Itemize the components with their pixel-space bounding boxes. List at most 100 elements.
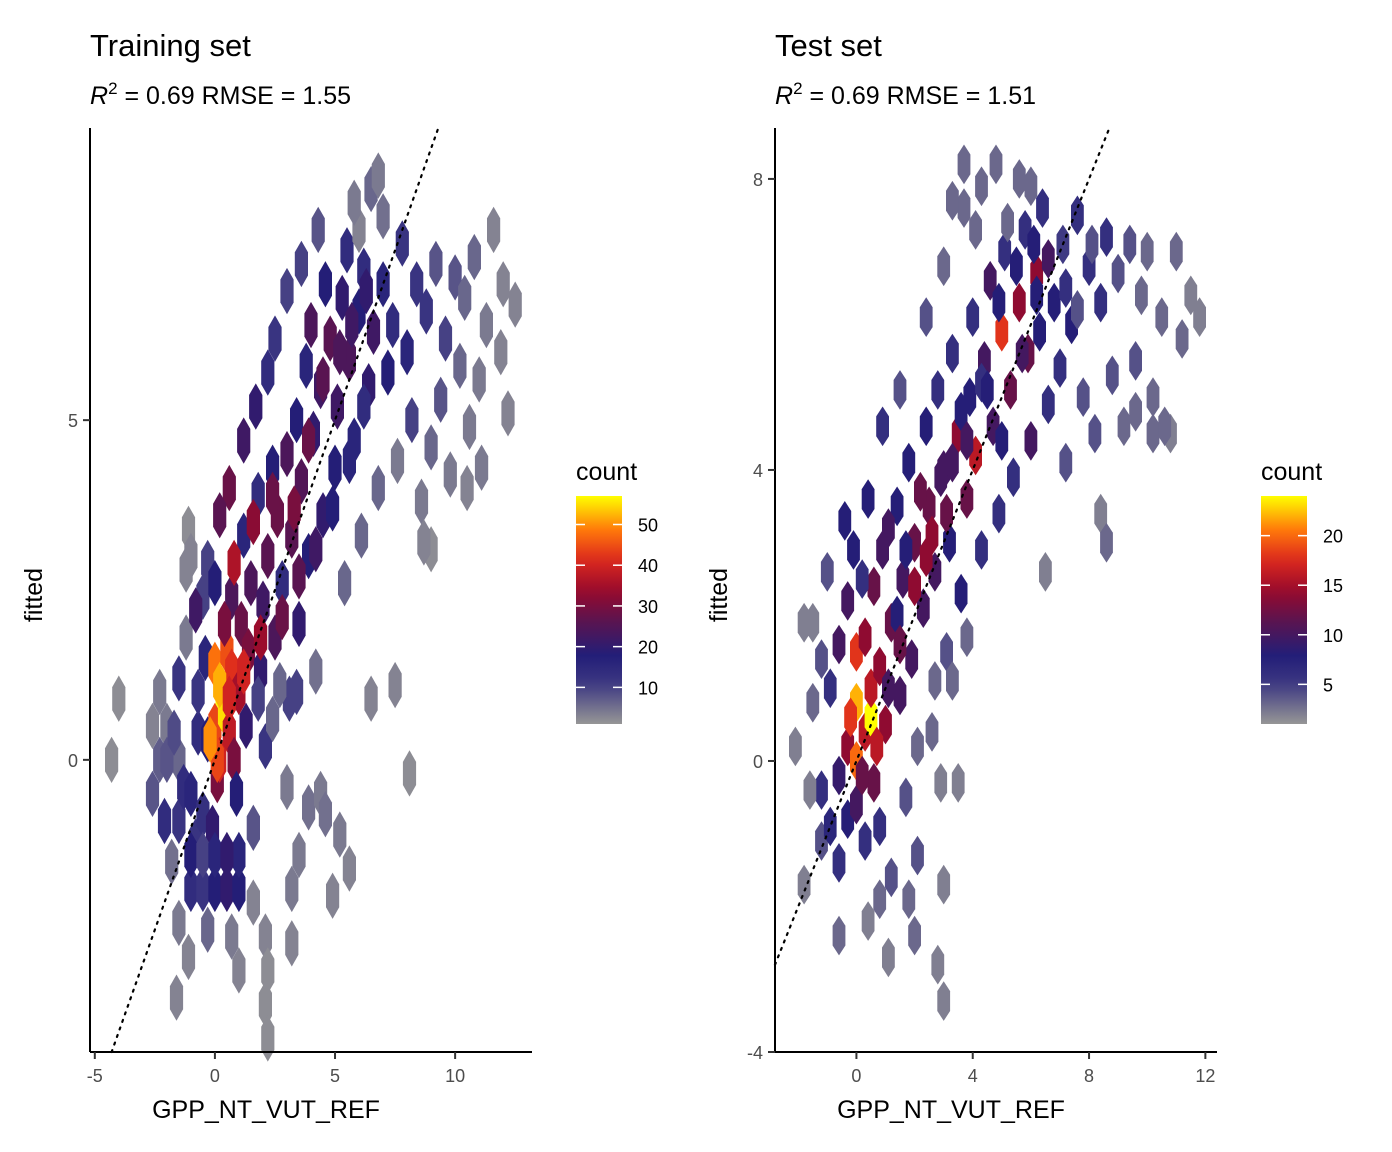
hexbin xyxy=(268,315,282,362)
hexbin xyxy=(1047,282,1061,323)
hexbin xyxy=(914,471,927,512)
hexbin xyxy=(184,532,198,580)
hexbin xyxy=(167,709,181,756)
hexbin xyxy=(937,246,951,287)
hexbin xyxy=(873,806,887,847)
hexbin xyxy=(487,206,501,254)
chart-title: Training set xyxy=(90,28,251,63)
y-tick-label: 0 xyxy=(753,752,763,772)
hexbin xyxy=(1024,166,1038,207)
hexbin xyxy=(335,274,349,321)
hexbin xyxy=(1105,355,1119,396)
hexbin xyxy=(290,668,304,716)
y-tick-label: 4 xyxy=(753,461,763,481)
hexbin xyxy=(424,424,438,471)
hexbin xyxy=(960,617,974,658)
hexbin xyxy=(1071,195,1084,236)
hexbin xyxy=(1059,268,1073,308)
hexbin xyxy=(1100,217,1113,257)
hexbin xyxy=(181,933,196,981)
hexbin xyxy=(402,750,417,797)
hexbin xyxy=(453,342,467,389)
hexbin xyxy=(975,166,988,207)
hexbin xyxy=(916,588,930,628)
hexbin xyxy=(911,835,924,876)
hexbin xyxy=(472,356,486,403)
hexbin xyxy=(208,831,222,879)
legend-tick-label: 50 xyxy=(638,516,658,536)
hexbin xyxy=(1030,275,1044,316)
hexbin xyxy=(479,301,493,349)
hexbin xyxy=(400,329,414,376)
hexbin xyxy=(501,390,515,437)
hexbin xyxy=(364,675,378,722)
hexbin xyxy=(931,944,945,985)
hexbin xyxy=(954,391,968,432)
hexbin xyxy=(222,464,236,512)
hexbin xyxy=(189,587,203,634)
hexbin xyxy=(172,899,186,947)
hexbin xyxy=(1135,275,1148,316)
hexbin xyxy=(184,831,198,879)
hexbin xyxy=(376,193,390,240)
hexbin xyxy=(232,947,246,994)
hexbin xyxy=(311,206,325,254)
hexbin xyxy=(908,915,921,956)
hexbin xyxy=(884,857,898,898)
x-tick-label: 5 xyxy=(330,1066,340,1086)
hexbin xyxy=(946,333,959,374)
hexbin xyxy=(145,702,160,750)
hexbin xyxy=(1076,377,1090,417)
hexbin xyxy=(1004,370,1017,410)
hexbin xyxy=(1094,493,1108,534)
hexbin xyxy=(850,784,863,825)
hexbin xyxy=(333,811,347,858)
hexbin xyxy=(246,879,260,926)
hexbin xyxy=(876,406,889,447)
hexbin xyxy=(157,797,172,845)
identity-line xyxy=(110,126,440,1054)
hexbin-layer xyxy=(789,144,1206,1021)
hexbin xyxy=(847,530,860,570)
hexbin xyxy=(946,442,959,483)
legend-title: count xyxy=(1261,458,1322,486)
hexbin xyxy=(1146,413,1160,454)
hexbin xyxy=(208,560,222,607)
hexbin xyxy=(371,152,385,199)
hexbin xyxy=(946,661,959,701)
hexbin xyxy=(1012,159,1026,199)
hexbin xyxy=(867,763,881,803)
hexbin xyxy=(946,180,959,221)
y-tick-label: 0 xyxy=(68,751,78,771)
legend-tick-label: 40 xyxy=(638,556,658,576)
hexbin xyxy=(1123,224,1137,265)
hexbin xyxy=(934,763,948,803)
hexbin xyxy=(864,668,878,709)
hexbin xyxy=(302,417,316,464)
hexbin xyxy=(203,716,217,763)
hexbin xyxy=(292,600,306,648)
hexbin xyxy=(213,492,227,539)
hexbin xyxy=(261,349,275,396)
hexbin xyxy=(338,560,352,607)
chart-subtitle: R2 = 0.69 RMSE = 1.51 xyxy=(775,79,1036,110)
hexbin xyxy=(832,915,846,956)
hexbin xyxy=(1007,457,1020,498)
x-tick-label: 0 xyxy=(851,1066,861,1086)
hexbin xyxy=(494,329,508,376)
hexbin xyxy=(220,831,234,879)
hexbin xyxy=(899,530,913,570)
hexbin xyxy=(1155,297,1169,337)
hexbin xyxy=(1039,552,1052,592)
hexbin xyxy=(179,614,193,661)
hexbin xyxy=(908,566,921,607)
hexbin xyxy=(201,906,215,953)
hexbin xyxy=(1129,341,1142,381)
hexbin xyxy=(789,726,802,767)
hexbin xyxy=(1027,224,1041,265)
hexbin xyxy=(326,872,340,919)
hexbin xyxy=(316,356,330,403)
hexbin xyxy=(414,478,429,525)
hexbin xyxy=(191,668,205,716)
